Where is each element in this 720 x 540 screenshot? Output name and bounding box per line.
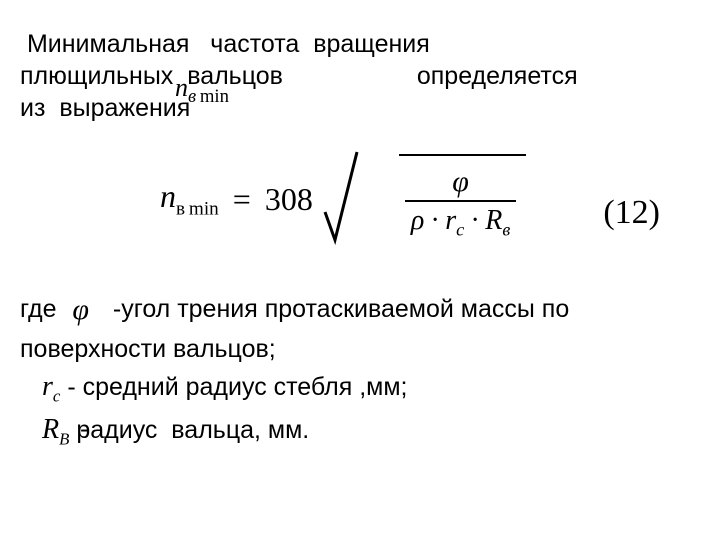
intro-line2a: плющильных вальцов xyxy=(20,62,283,90)
formula-row: nв min = 308 φ ρ · rc · Rв (12) xyxy=(20,154,700,284)
intro-symbol-n-vmin: nв min xyxy=(175,71,229,109)
fraction-numerator: φ xyxy=(405,164,516,200)
radicand: φ ρ · rc · Rв xyxy=(399,154,526,245)
symbol-phi: φ xyxy=(72,290,89,331)
intro-line3: из выражения xyxy=(20,94,190,122)
def-Rv-text: радиус вальца, мм. xyxy=(76,415,309,443)
where-label: где xyxy=(20,295,57,323)
def-rc: rc - средний радиус стебля ,мм; xyxy=(20,368,700,408)
def-phi: где φ -угол трения протаскиваемой массы … xyxy=(20,290,700,331)
formula-lhs-sub: в min xyxy=(176,199,219,220)
symbol-rc: rc xyxy=(42,368,60,408)
formula-coef: 308 xyxy=(265,181,313,218)
formula-lhs: nв min xyxy=(160,178,219,220)
intro-paragraph: Минимальная частота вращения плющильных … xyxy=(20,28,700,124)
intro-line1: Минимальная частота вращения xyxy=(20,30,430,58)
square-root: φ ρ · rc · Rв xyxy=(323,154,526,245)
def-rc-text: - средний радиус стебля ,мм; xyxy=(67,373,407,401)
def-phi-cont: поверхности вальцов; xyxy=(20,333,700,367)
formula-lhs-var: n xyxy=(160,178,176,214)
definitions: где φ -угол трения протаскиваемой массы … xyxy=(20,290,700,451)
equation-number: (12) xyxy=(603,194,660,232)
fraction-denominator: ρ · rc · Rв xyxy=(405,200,516,242)
symbol-Rv: RВ xyxy=(42,411,69,451)
equation-12: nв min = 308 φ ρ · rc · Rв xyxy=(160,154,526,245)
page: Минимальная частота вращения плющильных … xyxy=(0,0,720,540)
equals-sign: = xyxy=(233,181,251,218)
def-phi-text-a: -угол трения протаскиваемой массы по xyxy=(113,295,569,323)
def-phi-text-b: поверхности вальцов; xyxy=(20,335,276,363)
def-Rv-dash-overlay: - xyxy=(80,413,88,447)
fraction: φ ρ · rc · Rв xyxy=(405,164,516,241)
def-Rv: RВ радиус вальца, мм. - xyxy=(20,411,700,451)
intro-line2b: определяется xyxy=(417,62,578,90)
